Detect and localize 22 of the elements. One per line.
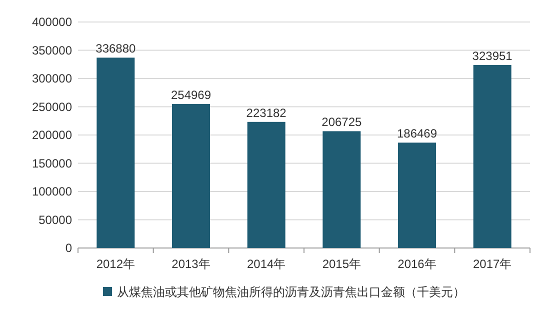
y-tick-label: 250000 [32, 100, 72, 114]
x-tick-label: 2015年 [322, 257, 362, 271]
data-label: 223182 [246, 106, 286, 120]
data-label: 254969 [170, 88, 212, 102]
y-tick-label: 100000 [32, 184, 72, 198]
data-label: 323951 [472, 48, 512, 63]
y-tick-label: 300000 [32, 72, 72, 86]
y-tick-label: 150000 [32, 156, 72, 170]
x-tick-label: 2017年 [472, 257, 512, 271]
y-tick-label: 350000 [32, 43, 72, 58]
x-tick-label: 2013年 [172, 257, 210, 271]
x-tick-label: 2014年 [246, 257, 286, 271]
data-label: 206725 [322, 115, 362, 130]
data-label: 186469 [396, 126, 438, 141]
legend: 从煤焦油或其他矿物焦油所得的沥青及沥青焦出口金额（千美元） [103, 285, 465, 299]
y-tick-label: 200000 [32, 128, 72, 142]
y-tick-label: 0 [65, 241, 72, 255]
x-tick-label: 2012年 [96, 257, 136, 271]
data-label: 336880 [96, 42, 136, 56]
y-tick-label: 400000 [32, 15, 72, 29]
y-tick-label: 50000 [38, 212, 72, 227]
x-tick-label: 2016年 [398, 257, 436, 271]
